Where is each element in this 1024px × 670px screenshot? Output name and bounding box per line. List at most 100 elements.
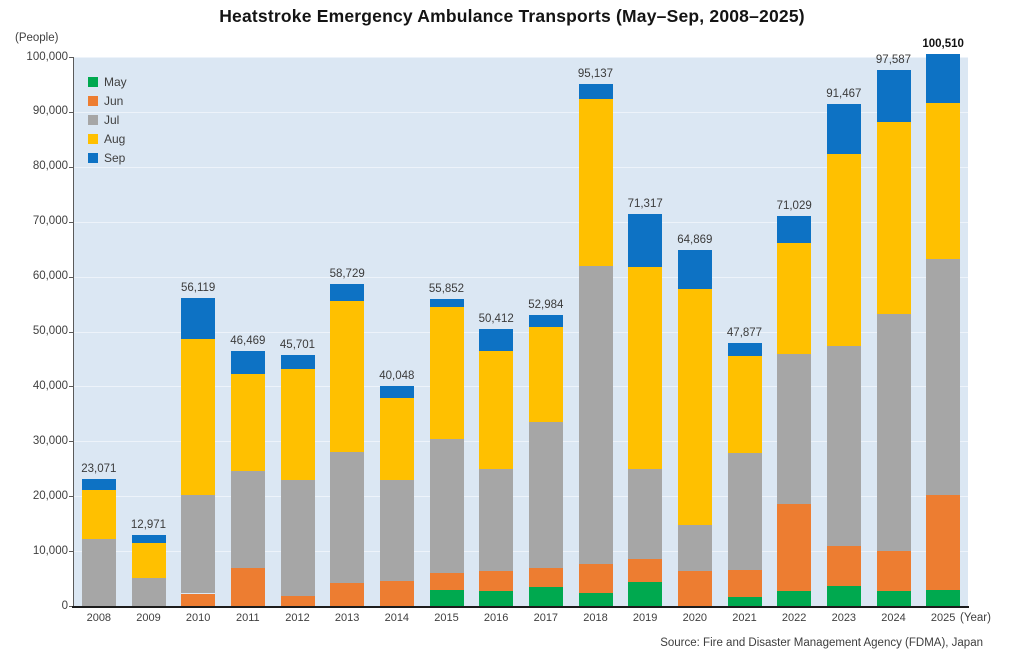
bar-2010-sep-segment — [181, 297, 216, 339]
bar-2018-aug-segment — [578, 99, 613, 267]
bar-2017-sep-segment — [528, 315, 563, 327]
plot-area — [74, 54, 968, 606]
source-note: Source: Fire and Disaster Management Age… — [660, 637, 983, 649]
bar-2016-may-segment — [479, 590, 514, 606]
xtick-label-2025: 2025 — [930, 612, 956, 624]
xtick-label-2021: 2021 — [732, 612, 757, 624]
bar-2012-sep-segment — [280, 355, 315, 369]
bar-2025-may-segment — [926, 589, 961, 606]
ytick-label-90000: 90,000 — [32, 105, 68, 118]
bar-2012-jul-segment — [280, 480, 315, 596]
legend-swatch-aug — [88, 134, 98, 145]
bar-2021-aug-segment — [727, 356, 762, 453]
x-axis-line — [72, 606, 969, 608]
bar-2025-jun-segment — [926, 495, 961, 590]
bar-2019-may-segment — [628, 581, 663, 606]
bar-2018-jul-segment — [578, 266, 613, 564]
total-label-2017: 52,984 — [528, 299, 564, 312]
bar-2013-aug-segment — [330, 300, 365, 453]
bar-2023-aug-segment — [826, 154, 861, 346]
total-label-2016: 50,412 — [478, 313, 514, 326]
bar-2023-jul-segment — [826, 345, 861, 547]
bar-2013-jul-segment — [330, 452, 365, 583]
gridline-50000 — [74, 331, 968, 333]
ytick-label-20000: 20,000 — [32, 489, 68, 502]
legend-label-jun: Jun — [104, 93, 124, 108]
legend-label-sep: Sep — [104, 151, 126, 166]
total-label-2020: 64,869 — [677, 233, 713, 246]
bar-2019-aug-segment — [628, 266, 663, 469]
chart-title: Heatstroke Emergency Ambulance Transport… — [219, 6, 805, 26]
bar-2022-jul-segment — [777, 354, 812, 504]
gridline-70000 — [74, 221, 968, 223]
total-label-2014: 40,048 — [379, 370, 415, 383]
legend-item-jul: Jul — [88, 110, 127, 129]
bar-2012-jun-segment — [280, 595, 315, 606]
ytick-mark-20000 — [69, 496, 73, 498]
bar-2021-jun-segment — [727, 569, 762, 598]
legend-swatch-jun — [88, 95, 98, 106]
bar-2024-may-segment — [876, 590, 911, 606]
bar-2020-jun-segment — [677, 571, 712, 606]
total-label-2023: 91,467 — [826, 87, 862, 100]
xtick-label-2010: 2010 — [185, 612, 211, 624]
bar-2023-may-segment — [826, 585, 861, 606]
xtick-label-2014: 2014 — [384, 612, 410, 624]
bar-2014-aug-segment — [379, 397, 414, 480]
bar-2010-jun-segment — [181, 593, 216, 606]
total-label-2009: 12,971 — [130, 518, 167, 531]
bar-2013-jun-segment — [330, 582, 365, 606]
bar-2016-jun-segment — [479, 571, 514, 591]
total-label-2025: 100,510 — [922, 38, 964, 51]
total-label-2021: 47,877 — [726, 327, 763, 340]
bar-2022-jun-segment — [777, 503, 812, 592]
bar-2016-jul-segment — [479, 468, 514, 572]
bar-2017-aug-segment — [528, 326, 563, 422]
legend-item-jun: Jun — [88, 91, 127, 110]
gridline-20000 — [74, 496, 968, 498]
xtick-label-2011: 2011 — [236, 612, 260, 624]
ytick-mark-100000 — [69, 57, 73, 58]
bar-2013-sep-segment — [330, 283, 365, 301]
legend-label-jul: Jul — [104, 112, 120, 127]
bar-2025-sep-segment — [926, 54, 961, 103]
bar-2019-jul-segment — [628, 468, 663, 559]
bar-2023-jun-segment — [826, 546, 861, 586]
bar-2017-may-segment — [528, 587, 563, 606]
bar-2024-aug-segment — [876, 122, 911, 314]
gridline-30000 — [74, 441, 968, 443]
bar-2025-aug-segment — [926, 102, 961, 259]
xtick-label-2020: 2020 — [682, 612, 708, 624]
bar-2023-sep-segment — [826, 103, 861, 155]
ytick-mark-50000 — [69, 331, 73, 333]
legend-swatch-sep — [88, 153, 98, 164]
total-label-2024: 97,587 — [875, 54, 912, 67]
total-label-2011: 46,469 — [230, 334, 266, 347]
bar-2022-aug-segment — [777, 243, 812, 355]
bar-2014-jul-segment — [379, 479, 414, 581]
bar-2010-jul-segment — [181, 494, 216, 594]
ytick-label-60000: 60,000 — [32, 270, 68, 283]
legend-swatch-jul — [88, 114, 98, 125]
bar-2015-aug-segment — [429, 307, 464, 439]
ytick-mark-10000 — [69, 551, 73, 553]
legend-item-aug: Aug — [88, 130, 127, 149]
legend-swatch-may — [88, 76, 98, 87]
ytick-mark-60000 — [69, 276, 73, 278]
bar-2021-sep-segment — [727, 343, 762, 357]
bar-2022-may-segment — [777, 591, 812, 606]
bar-2014-jun-segment — [379, 580, 414, 606]
y-axis-unit-label: (People) — [15, 32, 59, 44]
ytick-label-30000: 30,000 — [32, 434, 68, 447]
gridline-60000 — [74, 276, 968, 278]
xtick-label-2012: 2012 — [285, 612, 310, 624]
ytick-label-100000: 100,000 — [26, 50, 68, 63]
bar-2020-jul-segment — [677, 525, 712, 572]
total-label-2008: 23,071 — [81, 463, 117, 476]
ytick-label-10000: 10,000 — [32, 544, 68, 557]
gridline-100000 — [74, 57, 968, 58]
xtick-label-2016: 2016 — [483, 612, 509, 624]
ytick-mark-90000 — [69, 111, 73, 113]
ytick-mark-30000 — [69, 441, 73, 443]
